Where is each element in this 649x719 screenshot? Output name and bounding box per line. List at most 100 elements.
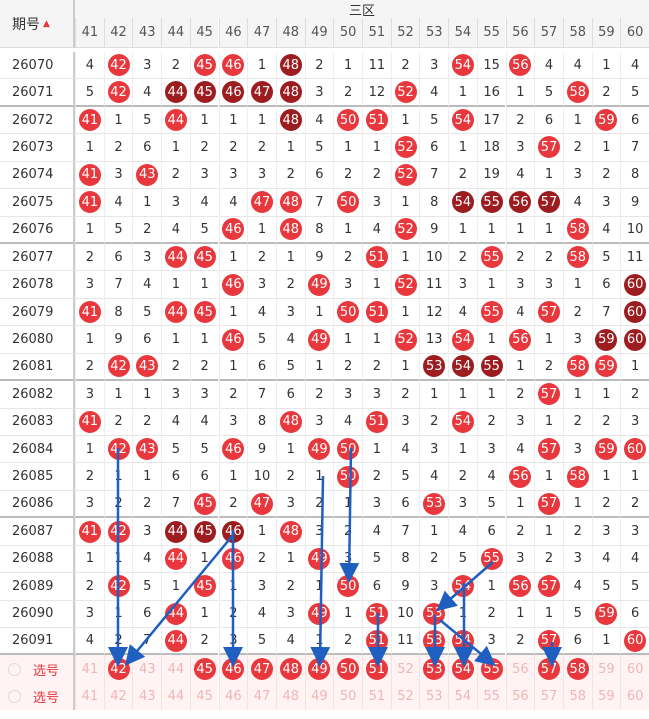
cell: 2	[333, 518, 362, 546]
select-cell[interactable]: 52	[390, 682, 420, 711]
select-radio[interactable]	[8, 662, 21, 676]
hit-ball: 54	[451, 109, 474, 132]
select-cell[interactable]: 45	[189, 655, 219, 683]
select-cell[interactable]: 53	[419, 655, 449, 683]
column-number: 50	[333, 18, 362, 48]
miss-count: 3	[544, 277, 554, 293]
select-cell[interactable]: 41	[75, 655, 104, 683]
miss-count: 5	[200, 221, 209, 237]
cell: 9	[620, 189, 649, 217]
select-number: 56	[512, 661, 529, 677]
select-cell[interactable]: 42	[103, 655, 133, 683]
miss-count: 2	[85, 469, 94, 485]
miss-count: 2	[344, 84, 353, 100]
miss-count: 1	[544, 332, 554, 347]
select-cell[interactable]: 57	[534, 682, 563, 711]
select-cell[interactable]: 56	[505, 682, 535, 711]
select-cell[interactable]: 47	[247, 682, 276, 711]
miss-count: 1	[544, 469, 554, 485]
repeat-ball: 60	[624, 301, 647, 324]
miss-count: 13	[425, 332, 443, 347]
miss-count: 3	[573, 332, 582, 347]
select-cell[interactable]: 54	[448, 682, 477, 711]
miss-count: 9	[114, 332, 123, 347]
cell: 6	[132, 600, 162, 629]
miss-count: 2	[143, 221, 152, 237]
miss-count: 1	[458, 441, 468, 457]
miss-count: 2	[516, 524, 525, 539]
select-cell[interactable]: 46	[218, 682, 248, 711]
select-cell[interactable]: 47	[247, 655, 276, 683]
miss-count: 6	[573, 633, 582, 649]
miss-count: 2	[516, 386, 525, 402]
cell: 50	[333, 298, 362, 327]
select-cell[interactable]: 50	[333, 682, 362, 711]
select-cell[interactable]: 51	[362, 682, 391, 711]
cell: 51	[362, 244, 391, 272]
select-cell[interactable]: 45	[189, 682, 219, 711]
select-cell[interactable]: 43	[132, 682, 162, 711]
select-cell[interactable]: 60	[620, 655, 649, 683]
select-cell[interactable]: 41	[75, 682, 104, 711]
select-cell[interactable]: 58	[562, 655, 592, 683]
cell: 1	[275, 134, 305, 162]
cell: 7	[620, 134, 649, 162]
select-cell[interactable]: 56	[505, 655, 535, 683]
select-cell[interactable]: 51	[362, 655, 391, 683]
select-cell[interactable]: 42	[103, 682, 133, 711]
miss-count: 1	[85, 332, 94, 347]
cell: 3	[591, 518, 621, 546]
miss-count: 3	[487, 633, 496, 649]
miss-count: 1	[516, 606, 525, 622]
cell: 48	[275, 189, 305, 217]
select-cell[interactable]: 60	[620, 682, 649, 711]
miss-count: 2	[257, 249, 267, 265]
select-cell[interactable]: 55	[476, 682, 506, 711]
select-cell[interactable]: 53	[419, 682, 449, 711]
miss-count: 1	[487, 277, 496, 293]
select-cell[interactable]: 49	[304, 655, 334, 683]
cell: 1	[333, 600, 362, 629]
select-cell[interactable]: 43	[132, 655, 162, 683]
select-cell[interactable]: 59	[591, 682, 621, 711]
select-cell[interactable]: 50	[333, 655, 362, 683]
select-cell[interactable]: 48	[275, 655, 305, 683]
cell: 1	[132, 189, 162, 217]
miss-count: 7	[315, 194, 324, 210]
miss-count: 2	[516, 112, 525, 128]
select-cell[interactable]: 57	[534, 655, 563, 683]
cell: 2	[333, 244, 362, 272]
miss-count: 6	[171, 469, 181, 485]
cell: 57	[534, 436, 563, 464]
picked-ball: 46	[222, 658, 245, 681]
select-cell[interactable]: 58	[562, 682, 592, 711]
cell: 48	[275, 518, 305, 546]
miss-count: 1	[229, 578, 238, 594]
cell: 47	[247, 189, 276, 217]
select-cell[interactable]: 59	[591, 655, 621, 683]
hit-ball: 42	[107, 54, 130, 77]
cell: 3	[75, 381, 104, 409]
cell: 4	[562, 189, 592, 217]
period-header[interactable]: 期号 ▲	[0, 0, 75, 48]
column-number: 49	[304, 18, 334, 48]
miss-count: 3	[487, 441, 496, 457]
select-cell[interactable]: 55	[476, 655, 506, 683]
miss-count: 1	[200, 606, 209, 622]
select-cell[interactable]: 44	[161, 655, 190, 683]
select-number: 48	[282, 689, 299, 705]
cell: 4	[362, 216, 391, 244]
select-cell[interactable]: 49	[304, 682, 334, 711]
miss-count: 3	[430, 578, 439, 594]
select-cell[interactable]: 44	[161, 682, 190, 711]
select-cell[interactable]: 52	[390, 655, 420, 683]
select-cell[interactable]: 46	[218, 655, 248, 683]
cell: 3	[132, 518, 162, 546]
miss-count: 3	[573, 441, 582, 457]
cell: 3	[419, 52, 449, 80]
select-radio[interactable]	[8, 690, 21, 704]
cell: 52	[390, 216, 420, 244]
select-cell[interactable]: 48	[275, 682, 305, 711]
miss-count: 2	[602, 414, 611, 430]
select-cell[interactable]: 54	[448, 655, 477, 683]
